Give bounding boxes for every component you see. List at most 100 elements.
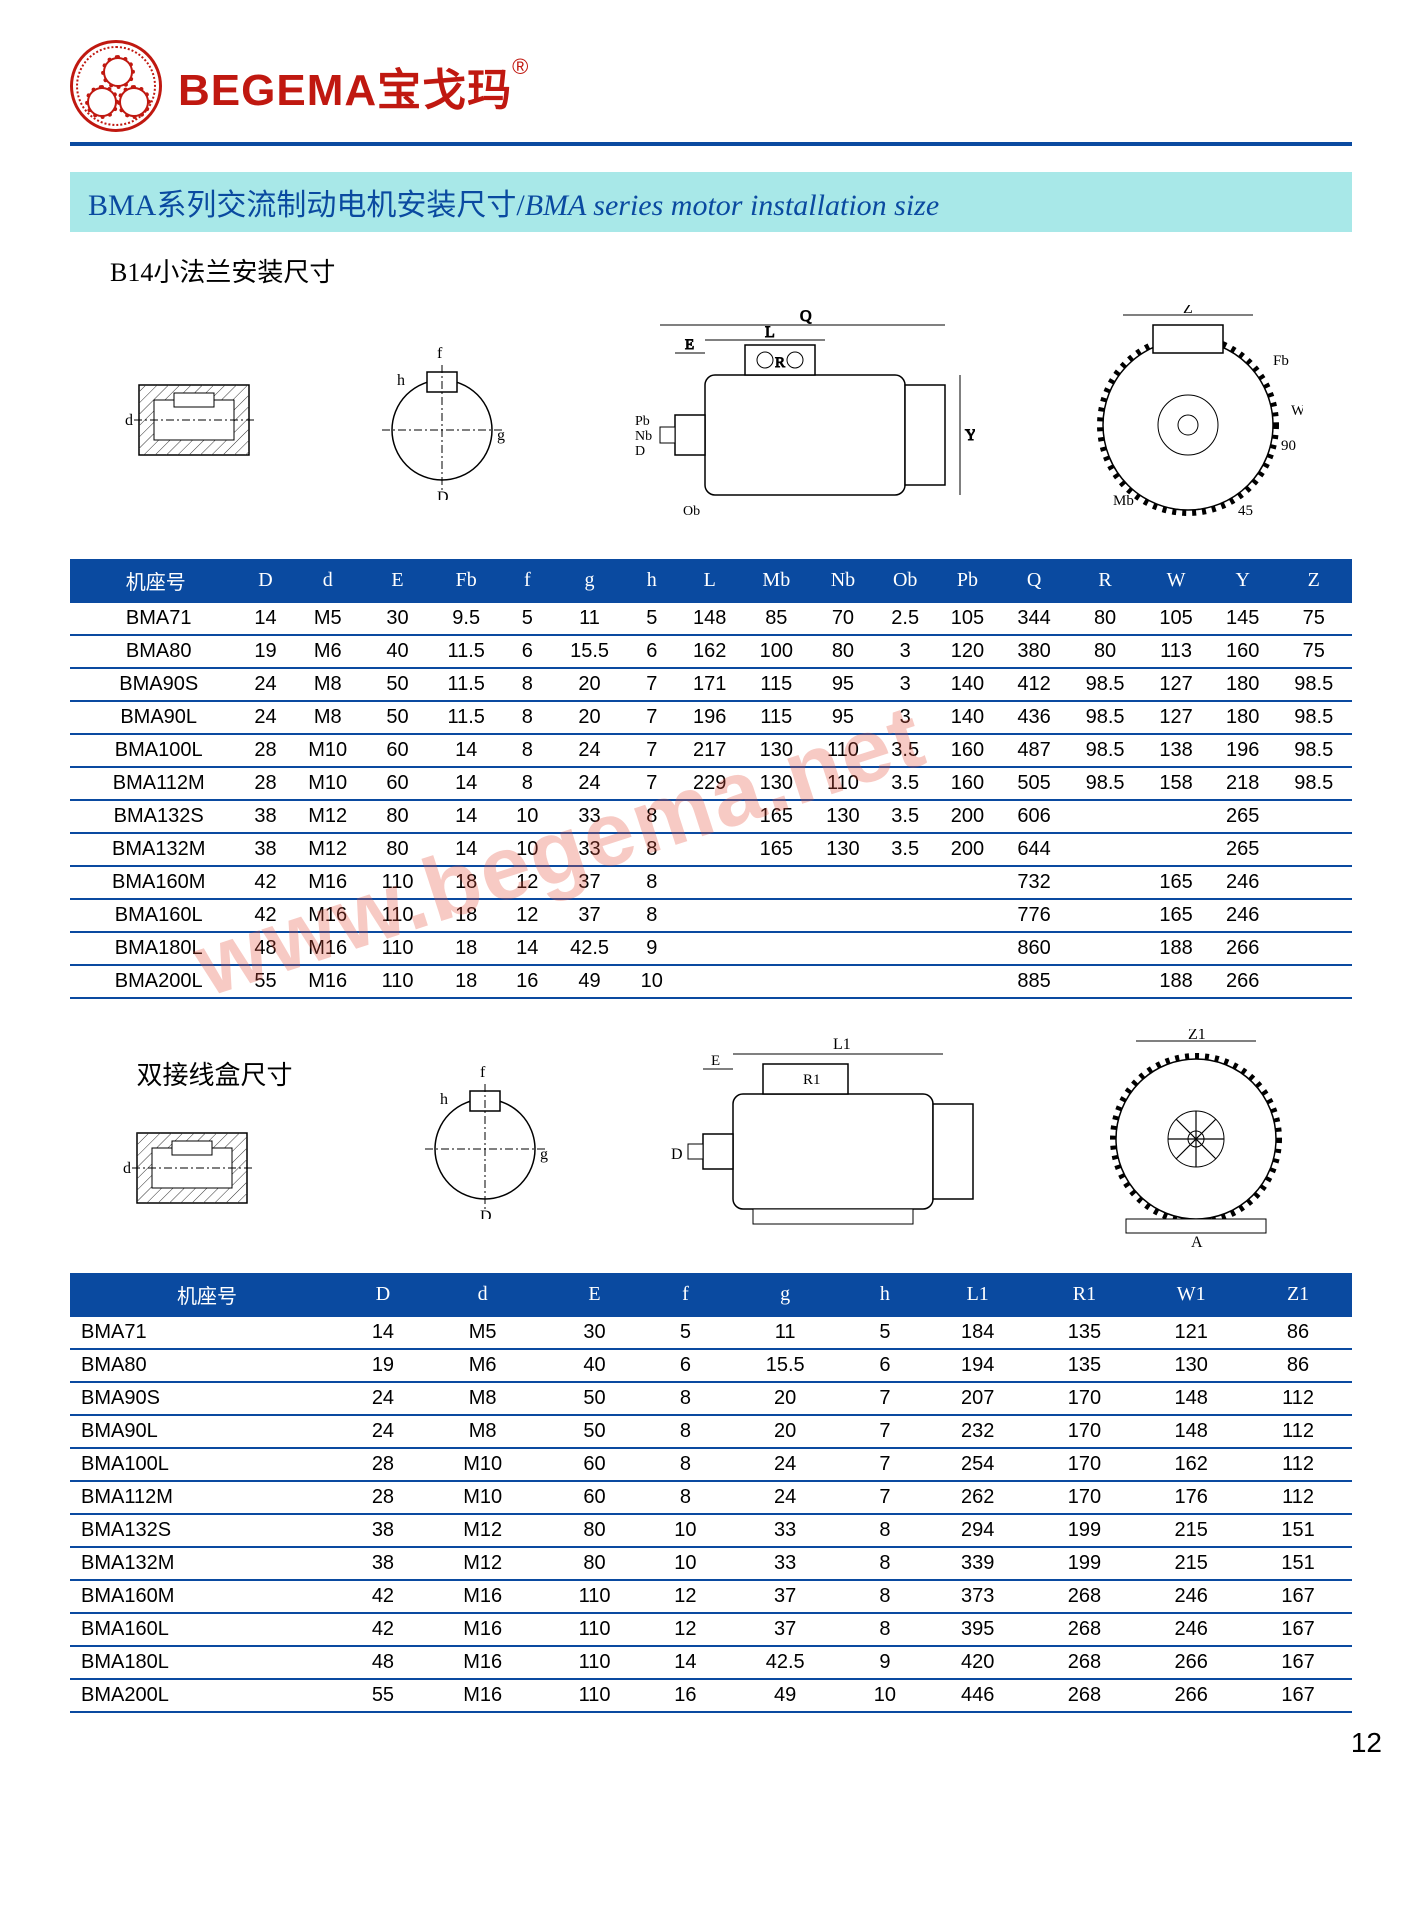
table1-cell: 11.5 [430, 635, 503, 668]
table1-cell [676, 932, 743, 965]
table1-cell: 37 [552, 899, 627, 932]
table2-cell: 14 [646, 1646, 725, 1679]
table1-cell: 6 [503, 635, 552, 668]
table2-cell: M16 [422, 1679, 543, 1712]
table1-cell: 9.5 [430, 602, 503, 635]
table2-cell: 199 [1031, 1514, 1138, 1547]
section1-diagrams: d f h g D Q L E R Y [70, 305, 1352, 535]
table2-cell: 24 [344, 1382, 423, 1415]
table1-cell: 160 [934, 734, 1001, 767]
table1-cell [743, 932, 810, 965]
table1-cell: 885 [1001, 965, 1068, 998]
table2-cell: 28 [344, 1448, 423, 1481]
table2-cell: 10 [646, 1514, 725, 1547]
table1-cell: 196 [1209, 734, 1276, 767]
svg-text:Y: Y [965, 427, 975, 444]
table1-cell: 217 [676, 734, 743, 767]
table1-col-17: Z [1276, 560, 1352, 603]
table1-cell: 436 [1001, 701, 1068, 734]
table1-row: BMA160M42M161101812378732165246 [71, 866, 1352, 899]
table1-cell: 188 [1143, 932, 1210, 965]
table1-cell [676, 965, 743, 998]
table2-cell: M10 [422, 1448, 543, 1481]
table2-cell: M12 [422, 1547, 543, 1580]
table1-cell: 98.5 [1067, 767, 1142, 800]
table2-cell: BMA160L [71, 1613, 344, 1646]
table1-cell: 3.5 [876, 767, 934, 800]
table2-cell: 194 [924, 1349, 1031, 1382]
table1-cell: 165 [1143, 899, 1210, 932]
table1-cell: M8 [290, 668, 365, 701]
table1-row: BMA132S38M128014103381651303.5200606265 [71, 800, 1352, 833]
section-title: BMA系列交流制动电机安装尺寸/BMA series motor install… [70, 172, 1352, 232]
table2-cell: 50 [543, 1415, 646, 1448]
table1-cell: 98.5 [1276, 767, 1352, 800]
table1-cell [1067, 866, 1142, 899]
table1-cell: 265 [1209, 833, 1276, 866]
table2-col-2: d [422, 1274, 543, 1317]
table2-cell: 37 [725, 1613, 846, 1646]
svg-text:W: W [1291, 403, 1303, 419]
table1-cell: 30 [365, 602, 429, 635]
table1-cell: 75 [1276, 602, 1352, 635]
table2-col-7: L1 [924, 1274, 1031, 1317]
table2-cell: 262 [924, 1481, 1031, 1514]
table1-col-1: D [241, 560, 290, 603]
table1-cell: M16 [290, 866, 365, 899]
svg-text:D: D [437, 489, 449, 500]
table2-cell: 40 [543, 1349, 646, 1382]
table1-cell: 3.5 [876, 734, 934, 767]
table2-cell: M12 [422, 1514, 543, 1547]
table1-cell: 165 [743, 800, 810, 833]
svg-text:Z1: Z1 [1188, 1029, 1206, 1043]
table2-cell: 55 [344, 1679, 423, 1712]
table2-cell: 268 [1031, 1646, 1138, 1679]
table2-cell: 80 [543, 1514, 646, 1547]
table2-cell: BMA100L [71, 1448, 344, 1481]
table1-cell: 12 [503, 899, 552, 932]
table2-cell: 24 [725, 1448, 846, 1481]
table2-cell: 28 [344, 1481, 423, 1514]
table1-cell [1276, 932, 1352, 965]
table1-cell: 115 [743, 668, 810, 701]
table2-cell: 86 [1245, 1316, 1352, 1349]
table1-cell: 188 [1143, 965, 1210, 998]
page-number: 12 [1351, 1727, 1382, 1759]
table2-row: BMA200L55M16110164910446268266167 [71, 1679, 1352, 1712]
table1-cell: 80 [1067, 635, 1142, 668]
table1-cell: 18 [430, 932, 503, 965]
table1-cell: 14 [503, 932, 552, 965]
svg-text:h: h [397, 372, 405, 389]
table1-cell: 113 [1143, 635, 1210, 668]
table1-cell: 42 [241, 866, 290, 899]
table2-cell: 112 [1245, 1415, 1352, 1448]
svg-text:Fb: Fb [1273, 353, 1289, 369]
table1-cell: 37 [552, 866, 627, 899]
table1-col-11: Ob [876, 560, 934, 603]
table2-cell: 12 [646, 1613, 725, 1646]
table1-cell [876, 899, 934, 932]
svg-text:Mb: Mb [1113, 493, 1134, 509]
table1-cell: 266 [1209, 932, 1276, 965]
table1-cell: 105 [934, 602, 1001, 635]
table2-cell: 207 [924, 1382, 1031, 1415]
table1-cell: 98.5 [1276, 734, 1352, 767]
table1-cell: 110 [365, 899, 429, 932]
svg-text:R: R [775, 355, 785, 371]
table1-cell: 860 [1001, 932, 1068, 965]
table1-row: BMA90S24M85011.5820717111595314041298.51… [71, 668, 1352, 701]
table2-cell: 5 [646, 1316, 725, 1349]
table1-cell: 138 [1143, 734, 1210, 767]
table2-cell: 151 [1245, 1547, 1352, 1580]
table1-cell: M12 [290, 800, 365, 833]
table2-cell: 170 [1031, 1415, 1138, 1448]
table1-cell: 6 [627, 635, 676, 668]
table1-cell: 18 [430, 899, 503, 932]
table1-cell [1143, 833, 1210, 866]
table1-col-9: Mb [743, 560, 810, 603]
table2-cell: 373 [924, 1580, 1031, 1613]
table2-cell: 246 [1138, 1580, 1245, 1613]
table1-cell: 120 [934, 635, 1001, 668]
table1-cell: 42.5 [552, 932, 627, 965]
section1-subtitle: B14小法兰安装尺寸 [110, 252, 1352, 289]
